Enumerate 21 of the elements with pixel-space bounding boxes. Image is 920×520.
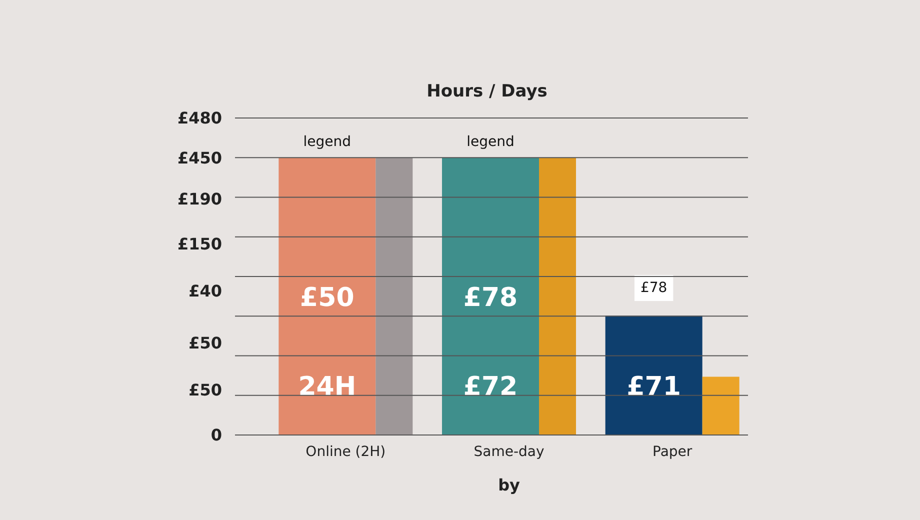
x-axis-title: by <box>498 476 521 494</box>
chart-title: Hours / Days <box>426 82 548 102</box>
text: £50 <box>188 380 222 400</box>
text: £150 <box>177 234 222 254</box>
text: £40 <box>188 282 222 300</box>
x-tick-label: Online (2H) <box>306 444 386 460</box>
annotation: £71 <box>626 372 681 402</box>
annotation: £78 <box>463 283 518 313</box>
annotation: £50 <box>300 283 354 313</box>
text: £190 <box>177 190 222 208</box>
annotation: £78 <box>640 280 668 296</box>
text: £450 <box>177 148 222 168</box>
x-tick-label: Same-day <box>474 444 544 460</box>
text: legend <box>303 134 352 150</box>
text: £50 <box>188 334 222 352</box>
annotation: £72 <box>463 372 518 402</box>
text: legend <box>466 134 514 150</box>
text: £480 <box>177 108 222 128</box>
text: 0 <box>210 426 222 444</box>
annotation: 24H <box>298 372 356 402</box>
x-tick-label: Paper <box>652 444 692 460</box>
